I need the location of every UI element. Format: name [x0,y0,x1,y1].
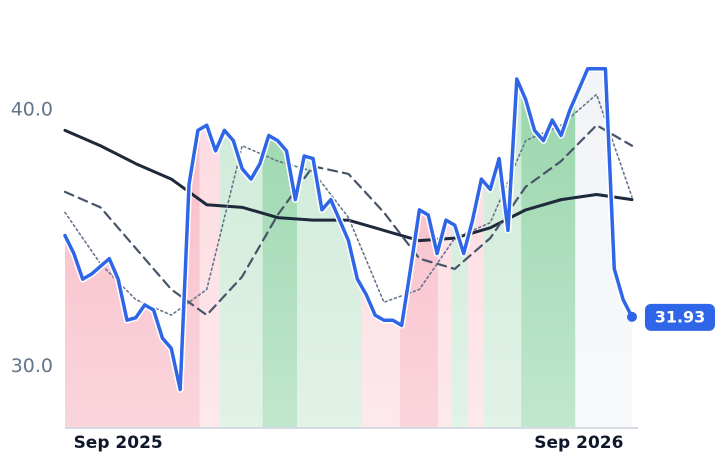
last-point [627,311,637,322]
region-shade [575,68,632,428]
last-value-label: 31.93 [655,307,706,326]
last-value-badge [645,303,715,331]
series-line [63,128,634,243]
y-tick-label: 40.0 [11,98,53,120]
series-line [63,67,634,392]
region-shade [220,68,263,428]
x-tick-label: Sep 2026 [534,433,623,453]
region-shade [437,68,452,428]
region-shade [451,68,469,428]
x-tick-label: Sep 2025 [74,433,163,453]
y-tick-label: 30.0 [11,355,53,377]
region-shade [297,68,362,428]
series-line [63,124,634,317]
region-shade [361,68,400,428]
region-shade [199,68,221,428]
region-shade [521,68,576,428]
